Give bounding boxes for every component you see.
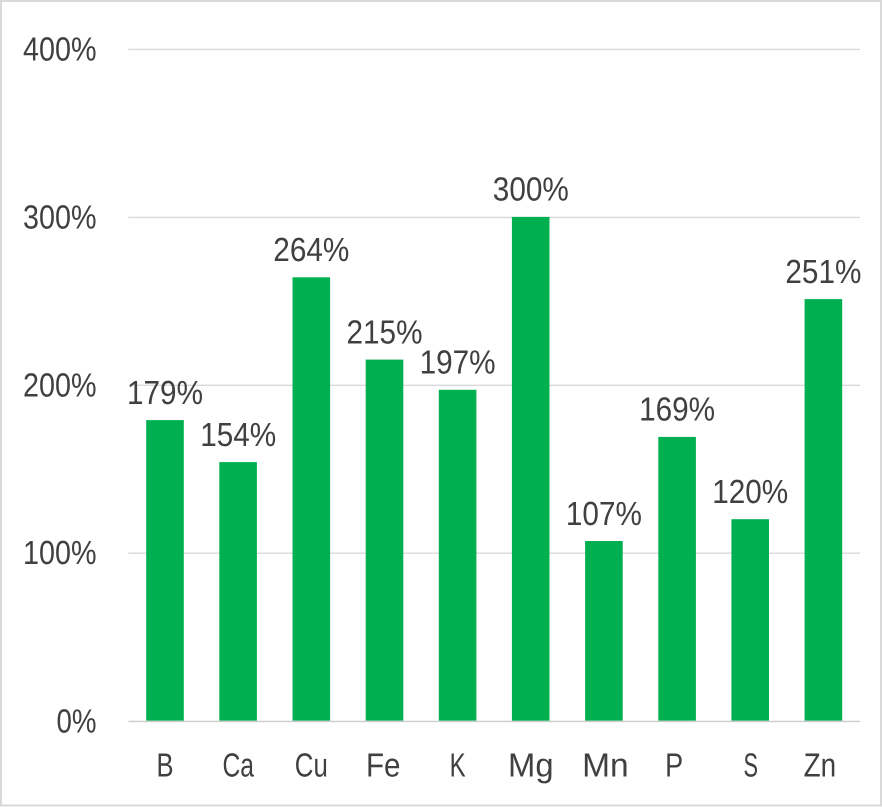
svg-text:K: K (450, 748, 466, 785)
svg-text:169%: 169% (639, 392, 715, 429)
svg-text:264%: 264% (273, 232, 349, 269)
svg-text:0%: 0% (57, 703, 97, 740)
svg-text:107%: 107% (566, 496, 642, 533)
svg-text:300%: 300% (493, 172, 569, 209)
svg-text:Ca: Ca (222, 748, 254, 785)
svg-text:S: S (743, 748, 758, 785)
svg-text:179%: 179% (127, 375, 203, 412)
svg-text:251%: 251% (785, 254, 861, 291)
svg-text:200%: 200% (23, 367, 97, 404)
svg-text:Mn: Mn (582, 748, 629, 785)
svg-text:300%: 300% (23, 199, 97, 236)
svg-text:Fe: Fe (366, 748, 401, 785)
svg-text:Cu: Cu (295, 748, 328, 785)
svg-text:100%: 100% (23, 535, 97, 572)
svg-text:Zn: Zn (804, 748, 837, 785)
svg-text:215%: 215% (347, 314, 423, 351)
svg-text:400%: 400% (23, 31, 97, 68)
svg-text:197%: 197% (420, 345, 496, 382)
svg-text:120%: 120% (712, 474, 788, 511)
svg-text:P: P (665, 748, 683, 785)
svg-text:154%: 154% (200, 417, 276, 454)
svg-text:B: B (157, 748, 174, 785)
svg-text:Mg: Mg (508, 748, 554, 785)
